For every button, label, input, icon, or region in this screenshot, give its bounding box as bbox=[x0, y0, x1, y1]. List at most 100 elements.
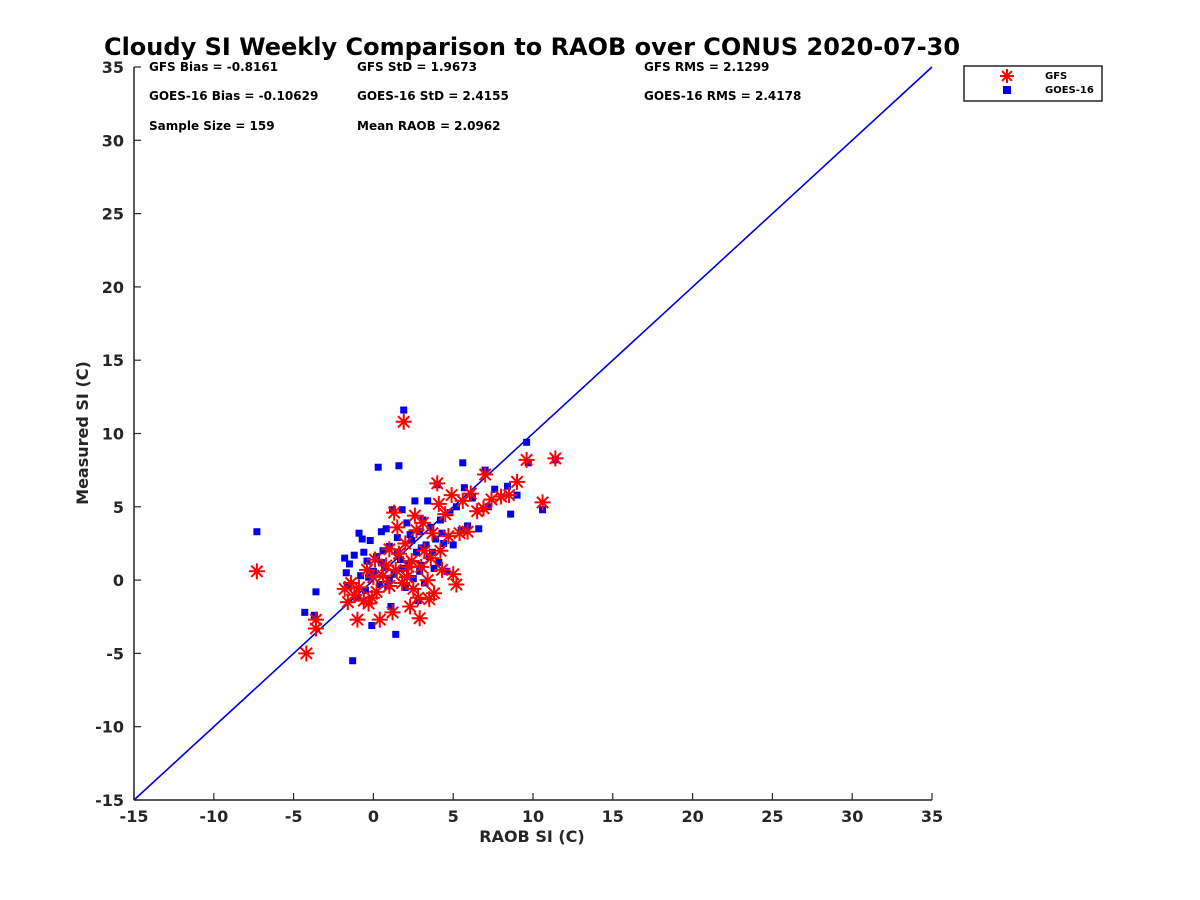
gfs-point-stroke bbox=[250, 564, 264, 578]
x-tick-label: 5 bbox=[448, 807, 459, 826]
goes16-point bbox=[427, 523, 435, 531]
goes16-point bbox=[403, 519, 411, 527]
gfs-point-stroke bbox=[446, 567, 460, 581]
gfs-point bbox=[422, 550, 439, 567]
gfs-point-stroke bbox=[416, 516, 430, 530]
gfs-point bbox=[307, 611, 324, 628]
gfs-point-stroke bbox=[368, 553, 382, 566]
gfs-point-stroke bbox=[370, 585, 383, 599]
gfs-point bbox=[349, 611, 366, 628]
gfs-point bbox=[547, 450, 564, 467]
goes16-point bbox=[368, 622, 376, 630]
y-tick-label: 35 bbox=[102, 58, 124, 77]
goes16-point bbox=[345, 560, 353, 568]
gfs-point bbox=[534, 494, 551, 511]
x-tick-label: -5 bbox=[285, 807, 303, 826]
gfs-point-stroke bbox=[367, 570, 380, 584]
gfs-point-stroke bbox=[386, 605, 399, 619]
goes16-point bbox=[377, 528, 385, 536]
gfs-point-stroke bbox=[382, 542, 396, 556]
gfs-point-stroke bbox=[382, 579, 396, 593]
gfs-point-stroke bbox=[461, 525, 474, 539]
goes16-point bbox=[446, 509, 454, 517]
y-tick-label: 10 bbox=[102, 425, 124, 444]
goes16-point bbox=[349, 657, 357, 665]
gfs-point bbox=[368, 583, 385, 600]
gfs-point-stroke bbox=[478, 468, 492, 481]
y-tick-label: -10 bbox=[95, 718, 124, 737]
gfs-point-stroke bbox=[502, 488, 516, 502]
goes16-point bbox=[428, 548, 436, 556]
x-tick-label: 20 bbox=[681, 807, 703, 826]
x-axis-label: RAOB SI (C) bbox=[479, 827, 584, 846]
gfs-point-stroke bbox=[453, 526, 466, 540]
gfs-point bbox=[371, 611, 388, 628]
goes16-point bbox=[452, 503, 460, 511]
goes16-point bbox=[395, 462, 403, 470]
y-tick-label: 20 bbox=[102, 278, 124, 297]
gfs-point-stroke bbox=[390, 520, 404, 534]
gfs-point-stroke bbox=[520, 453, 533, 467]
gfs-point-stroke bbox=[536, 496, 549, 509]
gfs-point-stroke bbox=[373, 613, 387, 627]
gfs-point bbox=[448, 576, 465, 593]
gfs-point-stroke bbox=[413, 611, 427, 625]
goes16-point bbox=[366, 537, 374, 545]
legend-label-goes16: GOES-16 bbox=[1045, 85, 1094, 96]
goes16-point bbox=[409, 575, 417, 583]
gfs-point bbox=[501, 487, 518, 504]
x-tick-label: -15 bbox=[120, 807, 149, 826]
gfs-point-stroke bbox=[427, 586, 441, 600]
goes16-point bbox=[408, 537, 416, 545]
gfs-point bbox=[430, 495, 447, 512]
gfs-point-stroke bbox=[344, 576, 358, 590]
gfs-point bbox=[366, 551, 383, 568]
gfs-point bbox=[395, 413, 412, 430]
stat-goes-std: GOES-16 StD = 2.4155 bbox=[357, 89, 509, 103]
goes16-point bbox=[400, 406, 408, 414]
gfs-point bbox=[405, 580, 422, 597]
gfs-point-stroke bbox=[445, 488, 458, 502]
goes16-point bbox=[411, 497, 419, 505]
legend-box bbox=[963, 65, 1103, 102]
stat-goes-rms: GOES-16 RMS = 2.4178 bbox=[644, 89, 801, 103]
x-tick-label: 15 bbox=[602, 807, 624, 826]
gfs-point bbox=[426, 585, 443, 602]
gfs-point bbox=[429, 475, 446, 492]
goes16-point bbox=[377, 559, 385, 567]
gfs-point bbox=[477, 466, 494, 483]
gfs-point bbox=[298, 645, 315, 662]
goes16-point bbox=[374, 463, 382, 471]
goes16-point bbox=[379, 547, 387, 555]
y-axis-label: Measured SI (C) bbox=[73, 361, 92, 505]
goes16-point bbox=[361, 586, 369, 594]
gfs-point bbox=[419, 572, 436, 589]
goes16-point bbox=[438, 529, 446, 537]
goes16-point bbox=[301, 608, 309, 616]
gfs-point-stroke bbox=[400, 570, 414, 584]
goes16-point bbox=[484, 503, 492, 511]
gfs-point bbox=[462, 485, 479, 502]
gfs-point bbox=[386, 504, 403, 521]
goes16-point bbox=[355, 529, 363, 537]
goes16-point bbox=[392, 630, 400, 638]
goes16-point bbox=[422, 541, 430, 549]
legend-label-gfs: GFS bbox=[1045, 71, 1067, 82]
legend-goes16-symbol bbox=[1003, 86, 1011, 94]
goes16-point bbox=[432, 535, 440, 543]
gfs-point-stroke bbox=[408, 509, 422, 522]
goes16-point bbox=[358, 535, 366, 543]
goes16-point bbox=[382, 525, 390, 533]
data-layer bbox=[133, 66, 933, 801]
goes16-point bbox=[341, 554, 349, 562]
goes16-point bbox=[360, 548, 368, 556]
goes16-point bbox=[350, 551, 358, 559]
goes16-point bbox=[507, 510, 515, 518]
gfs-point-stroke bbox=[398, 537, 412, 550]
goes16-point bbox=[412, 548, 420, 556]
gfs-point bbox=[475, 500, 492, 517]
gfs-point bbox=[351, 579, 368, 596]
gfs-point-stroke bbox=[352, 581, 366, 594]
goes16-point bbox=[460, 484, 468, 492]
stat-goes-bias: GOES-16 Bias = -0.10629 bbox=[149, 89, 318, 103]
